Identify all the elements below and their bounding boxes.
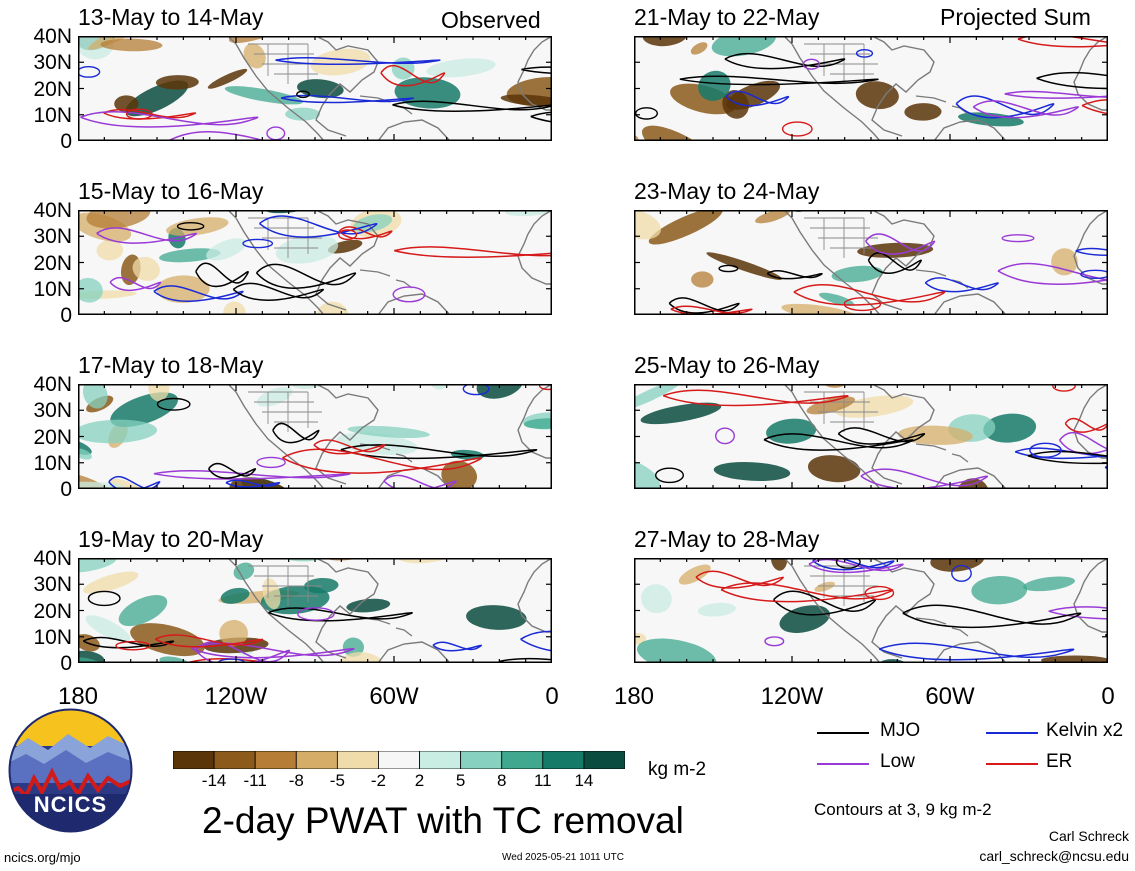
map-canvas bbox=[634, 558, 1108, 663]
map-panel-25-26-may bbox=[634, 384, 1108, 489]
colorbar-tick: -8 bbox=[288, 771, 304, 790]
legend-label-kelvin: Kelvin x2 bbox=[1046, 720, 1124, 741]
y-label: 30N bbox=[33, 399, 72, 423]
colorbar-swatch bbox=[378, 750, 420, 770]
map-canvas bbox=[78, 384, 552, 489]
y-label: 0 bbox=[60, 478, 72, 501]
map-canvas bbox=[634, 36, 1108, 141]
panel-title: 27-May to 28-May bbox=[634, 526, 820, 552]
figure-title: 2-day PWAT with TC removal bbox=[202, 800, 684, 841]
colorbar-tick: 8 bbox=[496, 771, 507, 790]
colorbar-tick: 11 bbox=[533, 771, 552, 790]
colorbar-swatch bbox=[542, 750, 585, 770]
y-label: 10N bbox=[33, 451, 72, 475]
y-label: 0 bbox=[60, 304, 72, 327]
colorbar-units: kg m-2 bbox=[648, 759, 707, 780]
logo-text: NCICS bbox=[34, 792, 107, 817]
observed-label: Observed bbox=[441, 7, 541, 33]
footer-timestamp: Wed 2025-05-21 1011 UTC bbox=[502, 852, 624, 863]
colorbar-swatch bbox=[336, 750, 379, 770]
y-label: 40N bbox=[33, 25, 72, 48]
x-label: 120W bbox=[760, 683, 824, 710]
y-label: 10N bbox=[33, 625, 72, 649]
panel-title: 17-May to 18-May bbox=[78, 352, 264, 378]
y-label: 20N bbox=[33, 599, 72, 623]
legend-label-mjo: MJO bbox=[880, 720, 921, 741]
colorbar-swatch bbox=[460, 750, 503, 770]
panel-title: 23-May to 24-May bbox=[634, 178, 820, 204]
colorbar-tick: 14 bbox=[574, 771, 594, 790]
colorbar bbox=[172, 750, 626, 770]
map-panel-13-14-may bbox=[78, 36, 552, 141]
map-panel-21-22-may bbox=[634, 36, 1108, 141]
map-panel-15-16-may bbox=[78, 210, 552, 315]
map-canvas bbox=[78, 558, 552, 663]
x-label: 120W bbox=[204, 683, 268, 710]
panel-title: 19-May to 20-May bbox=[78, 526, 264, 552]
y-label: 0 bbox=[60, 130, 72, 153]
footer-email: carl_schreck@ncsu.edu bbox=[979, 848, 1129, 864]
map-panel-17-18-may bbox=[78, 384, 552, 489]
colorbar-tick: 2 bbox=[414, 771, 425, 790]
colorbar-tick: -5 bbox=[329, 771, 345, 790]
colorbar-tick: -14 bbox=[201, 771, 227, 790]
map-panel-19-20-may bbox=[78, 558, 552, 663]
panel-title: 15-May to 16-May bbox=[78, 178, 264, 204]
colorbar-swatch bbox=[501, 750, 544, 770]
colorbar-swatch bbox=[419, 750, 462, 770]
legend-swatch-mjo bbox=[817, 732, 869, 734]
legend-label-er: ER bbox=[1046, 751, 1073, 772]
x-label: 180 bbox=[57, 683, 99, 710]
colorbar-swatch bbox=[583, 750, 626, 770]
colorbar-tick: -2 bbox=[370, 771, 387, 790]
colorbar-swatches bbox=[172, 750, 626, 770]
y-label: 40N bbox=[33, 199, 72, 222]
y-label: 30N bbox=[33, 573, 72, 597]
legend-swatch-kelvin bbox=[986, 732, 1038, 734]
map-canvas bbox=[634, 210, 1108, 315]
colorbar-swatch bbox=[213, 750, 256, 770]
panel-title: 13-May to 14-May bbox=[78, 4, 264, 30]
y-label: 40N bbox=[33, 373, 72, 396]
colorbar-swatch bbox=[295, 750, 338, 770]
y-label: 10N bbox=[33, 103, 72, 127]
map-panel-27-28-may bbox=[634, 558, 1108, 663]
map-canvas bbox=[78, 210, 552, 315]
colorbar-swatch bbox=[172, 750, 215, 770]
panel-title: 25-May to 26-May bbox=[634, 352, 820, 378]
y-label: 0 bbox=[60, 652, 72, 675]
y-label: 20N bbox=[33, 77, 72, 101]
x-label: 60W bbox=[369, 683, 419, 710]
x-label: 60W bbox=[925, 683, 975, 710]
y-label: 20N bbox=[33, 425, 72, 449]
colorbar-swatch bbox=[254, 750, 297, 770]
y-label: 10N bbox=[33, 277, 72, 301]
legend-label-low: Low bbox=[880, 751, 915, 772]
colorbar-tick: -11 bbox=[243, 771, 267, 790]
x-label: 0 bbox=[1101, 683, 1115, 710]
x-label: 180 bbox=[613, 683, 655, 710]
footer-url: ncics.org/mjo bbox=[4, 850, 81, 865]
legend-swatch-er bbox=[986, 763, 1038, 765]
y-label: 30N bbox=[33, 51, 72, 75]
footer-author: Carl Schreck bbox=[1048, 828, 1129, 844]
map-canvas bbox=[634, 384, 1108, 489]
legend-swatch-low bbox=[817, 763, 869, 765]
x-label: 0 bbox=[545, 683, 559, 710]
panel-title: 21-May to 22-May bbox=[634, 4, 820, 30]
contour-note: Contours at 3, 9 kg m-2 bbox=[814, 800, 992, 819]
projected-sum-label: Projected Sum bbox=[940, 4, 1091, 30]
y-label: 30N bbox=[33, 225, 72, 249]
map-panel-23-24-may bbox=[634, 210, 1108, 315]
map-canvas bbox=[78, 36, 552, 141]
colorbar-tick: 5 bbox=[455, 771, 466, 790]
y-label: 40N bbox=[33, 547, 72, 570]
ncics-logo: NCICS bbox=[8, 708, 133, 833]
y-label: 20N bbox=[33, 251, 72, 275]
